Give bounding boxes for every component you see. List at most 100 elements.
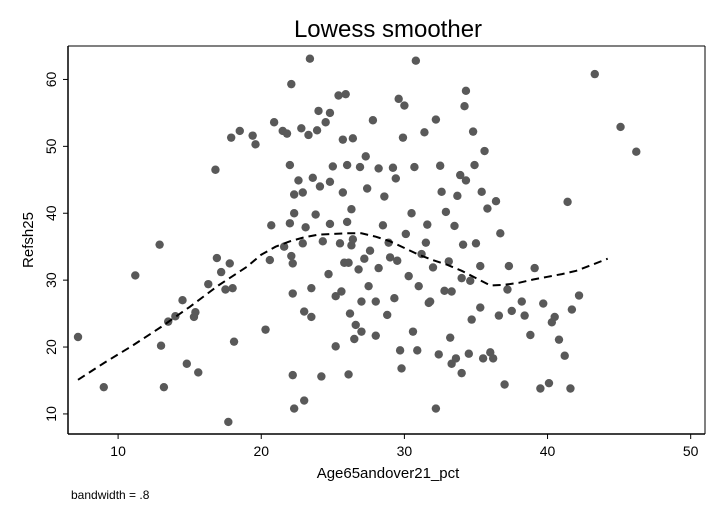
scatter-point (378, 221, 388, 230)
scatter-point (159, 382, 169, 392)
scatter-point (374, 164, 383, 173)
scatter-point (182, 359, 192, 368)
scatter-point (344, 370, 353, 379)
scatter-point (420, 128, 429, 137)
scatter-point (453, 191, 462, 201)
scatter-point (299, 396, 309, 405)
x-tick-label: 30 (397, 443, 413, 459)
scatter-point (408, 327, 418, 336)
scatter-point (155, 240, 164, 249)
scatter-point (616, 122, 625, 132)
scatter-point (476, 303, 485, 312)
scatter-point (590, 69, 599, 79)
scatter-point (461, 176, 471, 185)
scatter-point (269, 118, 279, 127)
y-tick-label: 20 (43, 339, 59, 355)
scatter-point (287, 79, 296, 89)
scatter-point (496, 229, 505, 238)
scatter-point (282, 129, 292, 138)
scatter-point (431, 404, 441, 413)
scatter-point (517, 297, 526, 306)
scatter-point (457, 368, 466, 378)
scatter-point (467, 315, 476, 324)
scatter-point (390, 294, 399, 303)
scatter-point (285, 219, 295, 228)
scatter-point (441, 207, 451, 217)
scatter-point (355, 162, 365, 172)
scatter-point (503, 285, 512, 294)
scatter-point (530, 263, 539, 273)
scatter-point (287, 251, 296, 261)
scatter-point (156, 341, 166, 350)
scatter-point (294, 176, 303, 185)
scatter-point (544, 378, 554, 388)
scatter-point (317, 372, 326, 381)
scatter-point (225, 259, 234, 268)
scatter-point (401, 229, 411, 239)
scatter-point (407, 209, 416, 218)
scatter-point (478, 354, 488, 363)
scatter-point (357, 297, 366, 306)
scatter-point (235, 126, 244, 136)
scatter-point (428, 263, 438, 272)
scatter-point (297, 124, 306, 133)
scatter-point (435, 161, 445, 170)
y-axis-label: Refsh25 (20, 212, 37, 268)
scatter-point (298, 239, 307, 248)
scatter-point (311, 210, 320, 219)
scatter-point (632, 147, 641, 156)
scatter-point (456, 170, 465, 180)
scatter-point (434, 350, 443, 359)
scatter-point (354, 265, 363, 274)
x-tick-label: 20 (253, 443, 269, 459)
y-tick-label: 40 (43, 205, 59, 221)
scatter-point (337, 287, 346, 296)
scatter-point (289, 190, 299, 199)
scatter-point (574, 291, 584, 300)
scatter-point (397, 364, 406, 373)
scatter-point (304, 130, 313, 140)
scatter-point (314, 106, 323, 116)
scatter-point (447, 287, 456, 296)
scatter-point (421, 238, 431, 247)
scatter-point (325, 219, 335, 229)
scatter-point (450, 221, 459, 231)
scatter-point (191, 308, 200, 317)
scatter-point (431, 115, 441, 124)
scatter-point (383, 310, 392, 320)
scatter-point (526, 330, 535, 340)
x-tick-label: 10 (110, 443, 126, 459)
scatter-point (393, 256, 402, 265)
scatter-point (345, 309, 355, 318)
scatter-point (344, 258, 353, 267)
scatter-point (554, 335, 564, 344)
scatter-point (338, 135, 348, 144)
scatter-point (338, 188, 348, 197)
scatter-point (471, 239, 481, 248)
scatter-point (563, 197, 572, 207)
scatter-point (299, 307, 309, 316)
scatter-point (371, 331, 380, 340)
scatter-point (385, 253, 395, 262)
x-axis-label: Age65andover21_pct (317, 465, 460, 482)
scatter-point (446, 333, 455, 342)
scatter-point (494, 311, 504, 320)
scatter-point (451, 354, 461, 363)
scatter-point (251, 140, 260, 149)
scatter-point (368, 116, 378, 125)
scatter-point (425, 297, 435, 306)
scatter-point (460, 102, 469, 111)
scatter-point (566, 384, 575, 393)
scatter-point (477, 187, 486, 197)
scatter-point (288, 259, 297, 268)
scatter-point (491, 197, 501, 206)
scatter-point (267, 221, 276, 230)
scatter-point (342, 217, 352, 227)
scatter-point (388, 163, 398, 172)
scatter-point (365, 246, 375, 255)
bandwidth-note: bandwidth = .8 (71, 488, 150, 502)
scatter-point (468, 127, 478, 136)
scatter-point (216, 267, 226, 277)
scatter-point (364, 281, 373, 291)
scatter-point (288, 370, 297, 380)
